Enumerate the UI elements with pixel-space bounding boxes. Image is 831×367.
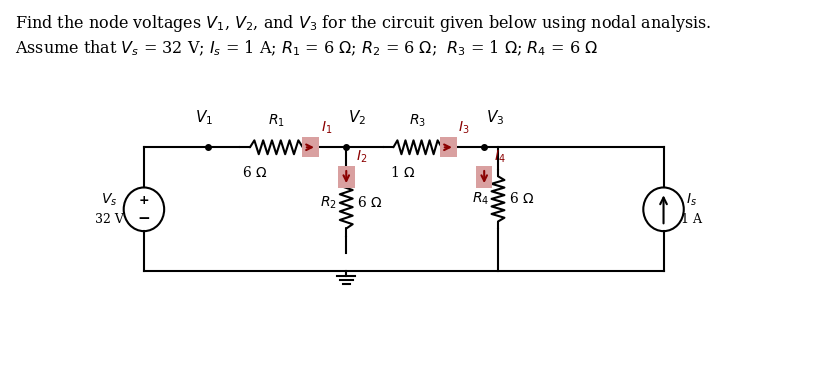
Text: $V_2$: $V_2$ xyxy=(348,109,366,127)
Text: 1 $\Omega$: 1 $\Omega$ xyxy=(391,165,416,180)
Text: 6 $\Omega$: 6 $\Omega$ xyxy=(509,191,534,206)
Text: $I_s$: $I_s$ xyxy=(686,191,696,208)
Text: $R_1$: $R_1$ xyxy=(268,113,285,130)
Text: Assume that $V_s$ = 32 V; $I_s$ = 1 A; $R_1$ = 6 $\Omega$; $R_2$ = 6 $\Omega$;  : Assume that $V_s$ = 32 V; $I_s$ = 1 A; $… xyxy=(15,38,598,58)
Text: $I_3$: $I_3$ xyxy=(459,120,470,137)
Text: $R_2$: $R_2$ xyxy=(320,195,337,211)
Text: Find the node voltages $V_1$, $V_2$, and $V_3$ for the circuit given below using: Find the node voltages $V_1$, $V_2$, and… xyxy=(15,13,711,34)
Text: $R_4$: $R_4$ xyxy=(472,191,489,207)
Text: −: − xyxy=(138,211,150,226)
Text: $V_3$: $V_3$ xyxy=(486,109,504,127)
FancyBboxPatch shape xyxy=(440,137,456,157)
FancyBboxPatch shape xyxy=(338,166,355,188)
Text: 6 $\Omega$: 6 $\Omega$ xyxy=(243,165,268,180)
Text: +: + xyxy=(139,194,150,207)
Text: $R_3$: $R_3$ xyxy=(409,113,426,130)
Text: $V_1$: $V_1$ xyxy=(194,109,213,127)
Text: $I_1$: $I_1$ xyxy=(321,120,332,137)
FancyBboxPatch shape xyxy=(476,166,493,188)
Text: 1 A: 1 A xyxy=(681,213,701,226)
Text: 32 V: 32 V xyxy=(95,213,124,226)
Text: $I_4$: $I_4$ xyxy=(494,149,506,165)
Text: $I_2$: $I_2$ xyxy=(356,149,367,165)
FancyBboxPatch shape xyxy=(302,137,318,157)
Text: $V_s$: $V_s$ xyxy=(101,191,117,208)
Text: 6 $\Omega$: 6 $\Omega$ xyxy=(357,195,382,210)
